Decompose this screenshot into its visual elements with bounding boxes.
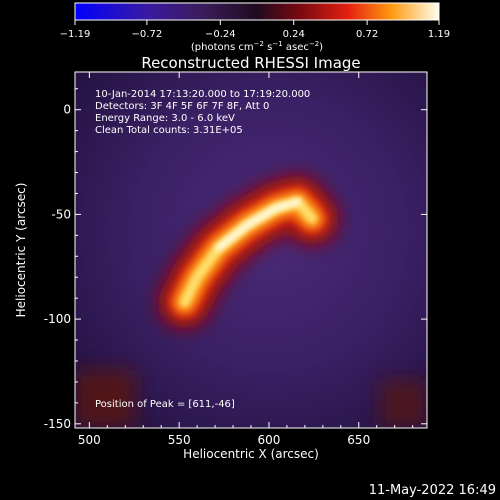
colorbar-tick-label: 0.24	[283, 29, 305, 40]
source-emission	[157, 174, 340, 330]
image-area	[75, 72, 427, 428]
x-tick-label: 500	[78, 433, 101, 447]
colorbar-tick-label: 1.19	[428, 29, 450, 40]
annotation-line: Energy Range: 3.0 - 6.0 keV	[95, 113, 235, 124]
y-tick-label: 0	[63, 103, 71, 117]
colorbar-units: (photons cm−2 s−1 asec−2)	[191, 40, 323, 53]
x-axis-label: Heliocentric X (arcsec)	[183, 447, 319, 461]
colorbar-tick-label: −0.72	[132, 29, 163, 40]
y-tick-label: -150	[44, 417, 71, 431]
y-axis-label: Heliocentric Y (arcsec)	[14, 183, 28, 318]
colorbar	[74, 2, 440, 21]
chart-title: Reconstructed RHESSI Image	[141, 54, 360, 72]
x-axis-ticks: 500 550 600 650	[78, 72, 414, 447]
colorbar-tick-label: 0.72	[356, 29, 378, 40]
annotation-line: Detectors: 3F 4F 5F 6F 7F 8F, Att 0	[95, 101, 269, 112]
x-tick-label: 600	[258, 433, 281, 447]
colorbar-ticks: −1.19 −0.72 −0.24 0.24 0.72 1.19	[60, 20, 450, 40]
peak-position-label: Position of Peak = [611,-46]	[95, 399, 235, 410]
y-tick-label: -100	[44, 312, 71, 326]
y-axis-ticks: 0 -50 -100 -150	[44, 88, 427, 431]
x-tick-label: 650	[347, 433, 370, 447]
timestamp: 11-May-2022 16:49	[369, 483, 496, 498]
annotation-line: 10-Jan-2014 17:13:20.000 to 17:19:20.000	[95, 89, 310, 100]
annotation-line: Clean Total counts: 3.31E+05	[95, 125, 243, 136]
colorbar-tick-label: −0.24	[205, 29, 236, 40]
x-tick-label: 550	[168, 433, 191, 447]
image-annotations: 10-Jan-2014 17:13:20.000 to 17:19:20.000…	[95, 89, 310, 136]
y-tick-label: -50	[51, 207, 71, 221]
emission-core	[215, 198, 302, 252]
colorbar-tick-label: −1.19	[60, 29, 91, 40]
